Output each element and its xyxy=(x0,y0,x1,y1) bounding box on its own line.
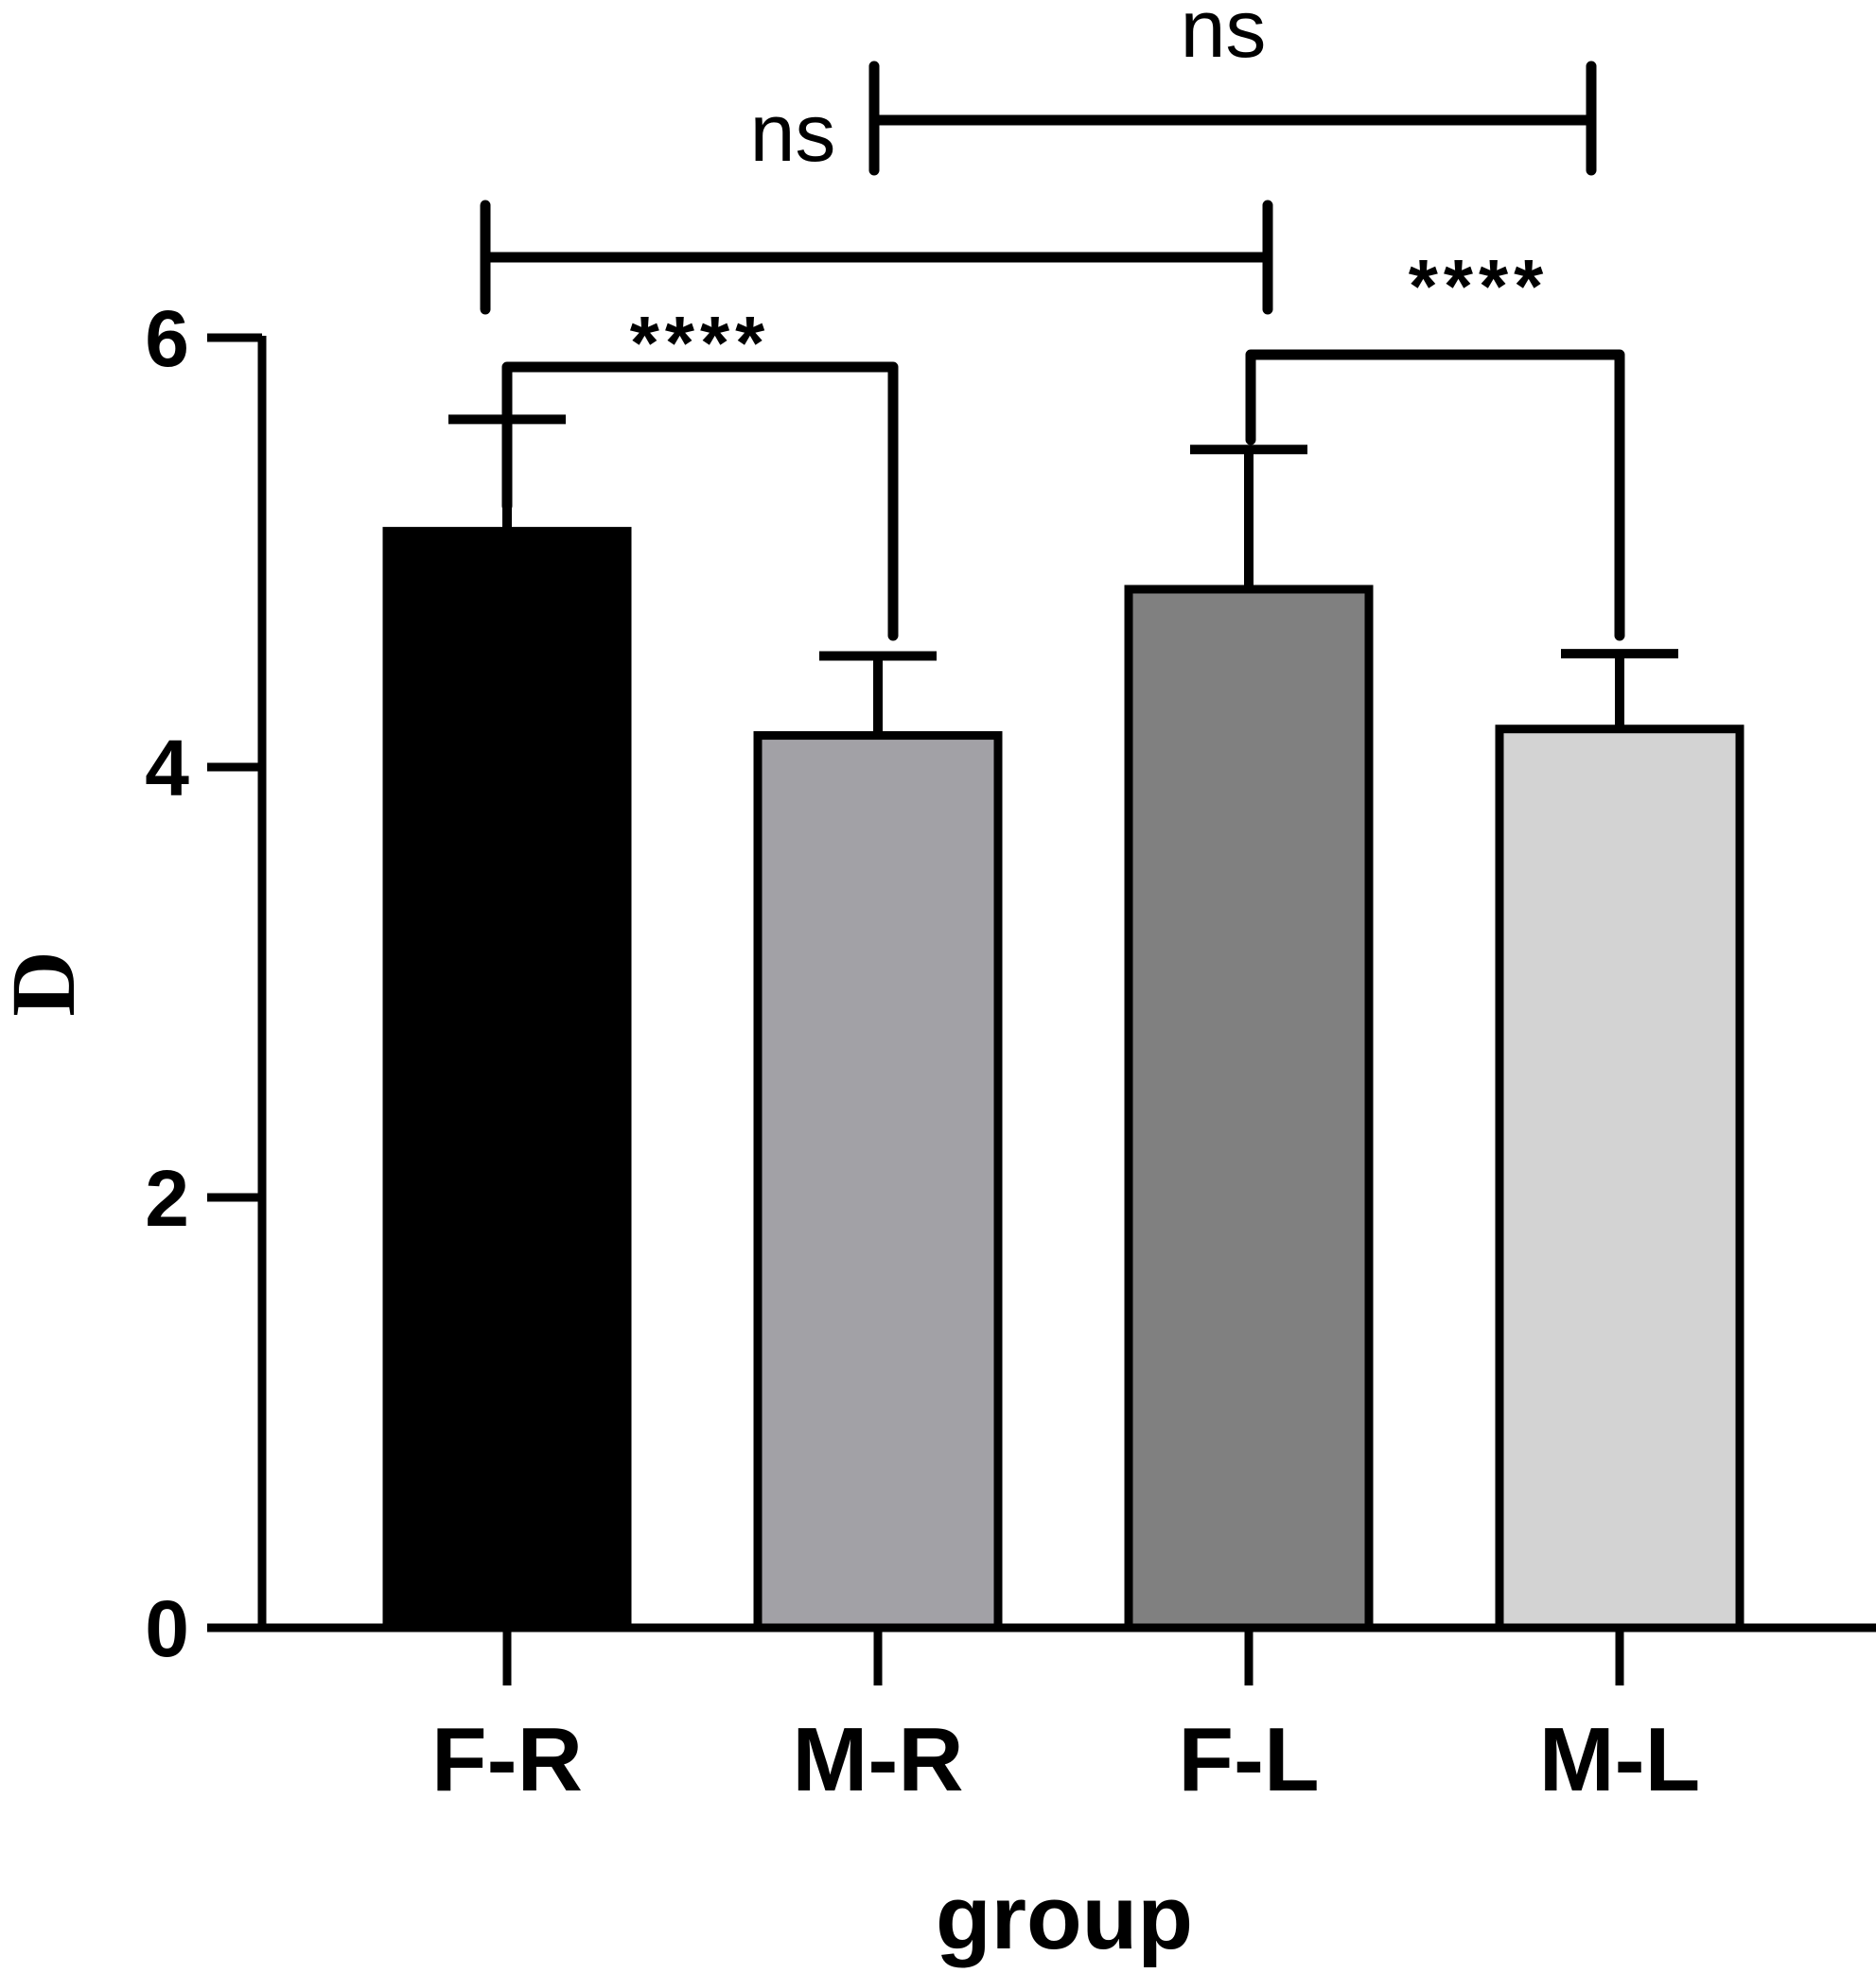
bracket-fl-ml xyxy=(1245,349,1625,641)
significance-label: **** xyxy=(630,301,771,385)
x-axis-label: group xyxy=(936,1867,1193,1968)
x-tick-label: M-R xyxy=(792,1709,963,1810)
bar-m-l xyxy=(1495,725,1745,1633)
y-tick-label: 6 xyxy=(145,294,189,383)
x-tick-label: M-L xyxy=(1539,1709,1701,1810)
x-tick-label: F-R xyxy=(431,1709,583,1810)
y-tick-label: 4 xyxy=(145,724,189,812)
y-tick-label: 0 xyxy=(145,1584,189,1673)
x-categories-layer: F-R M-R F-L M-L xyxy=(431,1709,1700,1810)
error-bars-layer xyxy=(448,414,1678,736)
bracket-fr-fl xyxy=(480,200,1273,315)
significance-label: **** xyxy=(1409,244,1550,328)
bracket-mr-ml xyxy=(868,61,1597,176)
significance-label: ns xyxy=(1181,0,1267,75)
y-ticks-layer: 0 2 4 6 xyxy=(145,294,262,1673)
significance-annotations: **** **** ns ns xyxy=(480,0,1625,641)
bars-layer xyxy=(382,527,1745,1633)
y-tick-label: 2 xyxy=(145,1154,189,1243)
axes-layer xyxy=(257,336,1876,1633)
bracket-fr-mr xyxy=(501,361,899,641)
y-axis-label: D xyxy=(0,951,94,1016)
significance-label: ns xyxy=(750,88,836,179)
bar-f-r xyxy=(382,527,632,1633)
bar-m-r xyxy=(753,731,1003,1633)
x-tick-marks-layer xyxy=(502,1628,1624,1685)
x-tick-label: F-L xyxy=(1178,1709,1319,1810)
bar-f-l xyxy=(1124,585,1374,1633)
